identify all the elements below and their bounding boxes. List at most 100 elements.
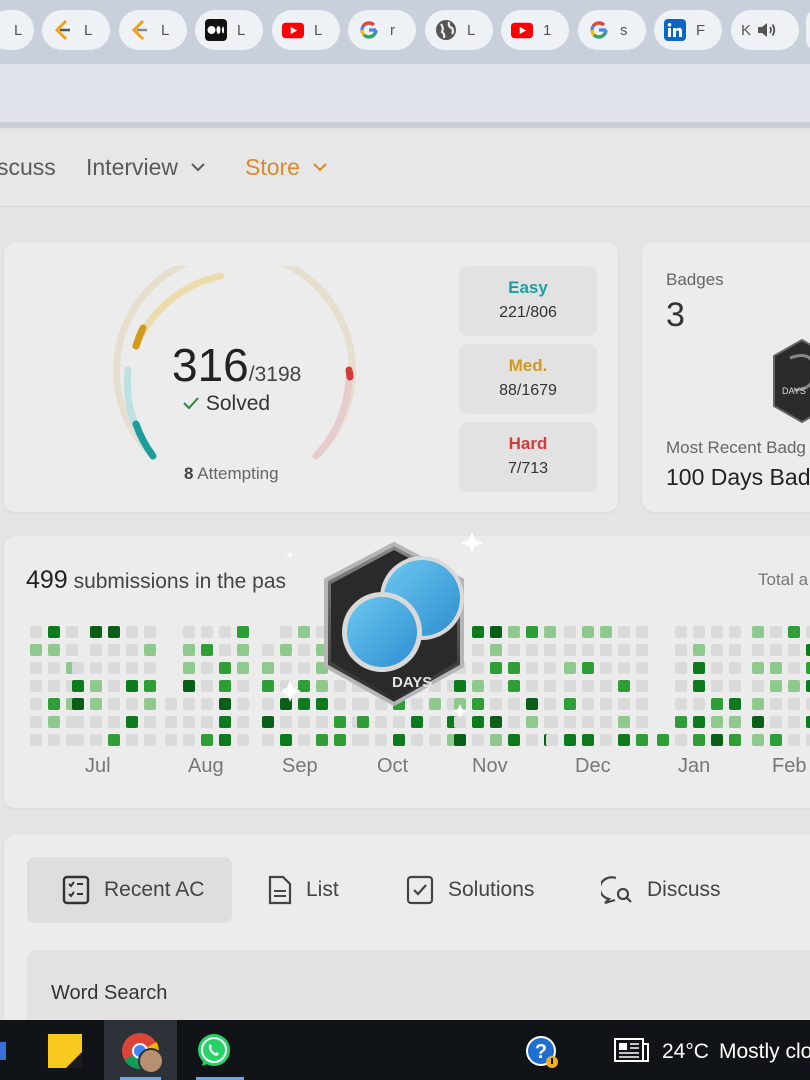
help-icon[interactable]: ? [524,1034,560,1070]
heatmap-cell[interactable] [165,734,177,746]
heatmap-cell[interactable] [582,680,594,692]
heatmap-cell[interactable] [752,662,764,674]
heatmap-cell[interactable] [711,734,723,746]
heatmap-cell[interactable] [526,680,538,692]
heatmap-cell[interactable] [429,734,441,746]
heatmap-cell[interactable] [806,680,810,692]
heatmap-cell[interactable] [770,698,782,710]
heatmap-cell[interactable] [108,644,120,656]
heatmap-cell[interactable] [316,680,328,692]
heatmap-cell[interactable] [752,698,764,710]
heatmap-cell[interactable] [770,680,782,692]
heatmap-cell[interactable] [237,716,249,728]
heatmap-cell[interactable] [752,716,764,728]
heatmap-cell[interactable] [490,734,502,746]
heatmap-cell[interactable] [30,626,42,638]
heatmap-cell[interactable] [711,698,723,710]
heatmap-cell[interactable] [126,626,138,638]
heatmap-cell[interactable] [806,662,810,674]
heatmap-cell[interactable] [600,698,612,710]
heatmap-cell[interactable] [490,716,502,728]
heatmap-cell[interactable] [357,716,369,728]
heatmap-cell[interactable] [144,626,156,638]
heatmap-cell[interactable] [72,734,84,746]
heatmap-cell[interactable] [788,662,800,674]
heatmap-cell[interactable] [752,680,764,692]
tab-solutions[interactable]: Solutions [406,858,534,922]
heatmap-cell[interactable] [582,734,594,746]
heatmap-cell[interactable] [375,698,387,710]
heatmap-cell[interactable] [219,662,231,674]
heatmap-cell[interactable] [280,662,292,674]
heatmap-cell[interactable] [298,716,310,728]
nav-store[interactable]: Store [245,154,328,181]
heatmap-cell[interactable] [806,716,810,728]
heatmap-cell[interactable] [201,734,213,746]
bookmark-11[interactable]: K [731,10,799,50]
heatmap-cell[interactable] [90,716,102,728]
heatmap-cell[interactable] [752,626,764,638]
heatmap-cell[interactable] [582,662,594,674]
heatmap-cell[interactable] [544,698,556,710]
heatmap-cell[interactable] [508,662,520,674]
heatmap-cell[interactable] [693,716,705,728]
heatmap-cell[interactable] [280,626,292,638]
heatmap-cell[interactable] [711,644,723,656]
heatmap-cell[interactable] [219,644,231,656]
heatmap-cell[interactable] [108,698,120,710]
heatmap-cell[interactable] [618,680,630,692]
heatmap-cell[interactable] [582,626,594,638]
heatmap-cell[interactable] [30,644,42,656]
heatmap-cell[interactable] [334,698,346,710]
heatmap-cell[interactable] [544,626,556,638]
heatmap-cell[interactable] [693,626,705,638]
heatmap-cell[interactable] [636,716,648,728]
heatmap-cell[interactable] [48,716,60,728]
heatmap-cell[interactable] [411,734,423,746]
heatmap-cell[interactable] [165,716,177,728]
heatmap-cell[interactable] [546,716,558,728]
heatmap-cell[interactable] [201,662,213,674]
news-icon[interactable] [614,1038,650,1064]
heatmap-cell[interactable] [183,734,195,746]
heatmap-cell[interactable] [262,698,274,710]
heatmap-cell[interactable] [564,698,576,710]
heatmap-cell[interactable] [564,626,576,638]
heatmap-cell[interactable] [108,662,120,674]
heatmap-cell[interactable] [454,680,466,692]
heatmap-cell[interactable] [144,662,156,674]
sticky-notes-icon[interactable] [48,1034,82,1068]
taskbar-edge-icon[interactable] [0,1042,6,1060]
heatmap-cell[interactable] [693,680,705,692]
heatmap-cell[interactable] [472,734,484,746]
heatmap-cell[interactable] [508,680,520,692]
heatmap-cell[interactable] [144,644,156,656]
heatmap-cell[interactable] [237,680,249,692]
heatmap-cell[interactable] [72,716,84,728]
heatmap-cell[interactable] [582,644,594,656]
heatmap-cell[interactable] [770,716,782,728]
heatmap-cell[interactable] [454,734,466,746]
heatmap-cell[interactable] [108,626,120,638]
heatmap-cell[interactable] [600,716,612,728]
heatmap-cell[interactable] [711,680,723,692]
heatmap-cell[interactable] [375,716,387,728]
heatmap-cell[interactable] [636,680,648,692]
heatmap-cell[interactable] [30,680,42,692]
heatmap-cell[interactable] [48,680,60,692]
heatmap-cell[interactable] [357,698,369,710]
heatmap-cell[interactable] [490,698,502,710]
heatmap-cell[interactable] [752,644,764,656]
heatmap-cell[interactable] [201,680,213,692]
heatmap-cell[interactable] [675,626,687,638]
bookmark-2[interactable]: L [42,10,110,50]
heatmap-cell[interactable] [806,626,810,638]
heatmap-cell[interactable] [729,680,741,692]
heatmap-cell[interactable] [30,662,42,674]
heatmap-cell[interactable] [693,644,705,656]
heatmap-cell[interactable] [219,626,231,638]
whatsapp-icon[interactable] [196,1033,232,1069]
heatmap-cell[interactable] [472,716,484,728]
heatmap-cell[interactable] [600,680,612,692]
heatmap-cell[interactable] [280,716,292,728]
